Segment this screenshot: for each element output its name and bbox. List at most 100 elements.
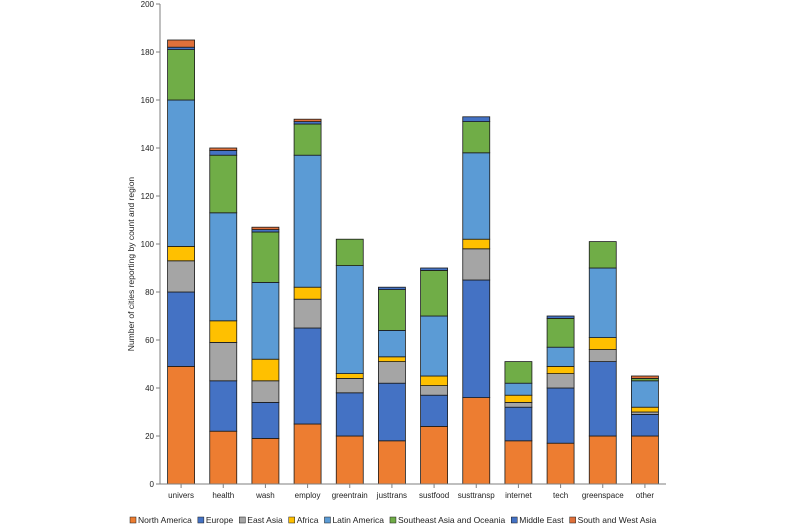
legend-item-5: Southeast Asia and Oceania xyxy=(389,515,506,525)
bar-stack-susttransp xyxy=(462,116,491,485)
bar-segment-wash-5 xyxy=(251,231,280,283)
x-tick-label-univers: univers xyxy=(168,491,194,500)
legend-label: Europe xyxy=(206,515,234,525)
bar-segment-internet-5 xyxy=(504,361,533,384)
y-tick-label: 180 xyxy=(141,48,155,57)
bar-segment-greenspace-2 xyxy=(588,349,617,363)
bar-segment-sustfood-0 xyxy=(420,425,448,485)
bar-segment-employ-7 xyxy=(293,118,322,122)
bar-segment-health-6 xyxy=(209,149,238,156)
bar-stack-wash xyxy=(251,226,280,485)
bar-segment-internet-0 xyxy=(504,440,533,485)
x-tick-label-tech: tech xyxy=(553,491,568,500)
bar-segment-health-1 xyxy=(209,380,238,432)
bar-segment-sustfood-1 xyxy=(420,394,448,427)
bar-segment-greenspace-4 xyxy=(588,267,617,338)
legend-item-7: South and West Asia xyxy=(569,515,657,525)
bar-segment-susttransp-5 xyxy=(462,121,491,154)
x-tick-label-wash: wash xyxy=(255,491,275,500)
bar-segment-health-2 xyxy=(209,341,238,382)
bar-segment-justtrans-4 xyxy=(378,329,406,358)
bar-stack-tech xyxy=(546,315,575,485)
legend-label: Southeast Asia and Oceania xyxy=(398,515,506,525)
bar-segment-sustfood-2 xyxy=(420,385,448,396)
bar-segment-greenspace-5 xyxy=(588,241,617,269)
bar-segment-internet-2 xyxy=(504,401,533,408)
y-tick-label: 20 xyxy=(145,432,154,441)
bar-segment-other-3 xyxy=(631,406,659,413)
bar-segment-wash-4 xyxy=(251,281,280,360)
bar-stack-greenspace xyxy=(588,241,617,485)
bar-segment-health-7 xyxy=(209,147,238,151)
legend-label: East Asia xyxy=(247,515,283,525)
bar-segment-univers-5 xyxy=(167,49,195,101)
bar-segment-justtrans-5 xyxy=(378,289,406,331)
bar-segment-employ-3 xyxy=(293,286,322,300)
legend-label: Africa xyxy=(297,515,319,525)
y-tick-label: 160 xyxy=(141,96,155,105)
bar-segment-univers-1 xyxy=(167,291,195,367)
bar-segment-tech-4 xyxy=(546,346,575,367)
y-tick-label: 140 xyxy=(141,144,155,153)
bar-segment-justtrans-6 xyxy=(378,286,406,291)
y-axis-title: Number of cities reporting by count and … xyxy=(126,177,136,352)
bar-segment-justtrans-1 xyxy=(378,382,406,442)
bar-segment-greentrain-1 xyxy=(335,392,364,437)
x-tick-label-internet: internet xyxy=(505,491,532,500)
bar-segment-internet-3 xyxy=(504,394,533,403)
y-tick-label: 200 xyxy=(141,0,155,9)
bar-segment-greenspace-0 xyxy=(588,435,617,485)
bar-segment-internet-1 xyxy=(504,406,533,442)
bar-stack-justtrans xyxy=(378,286,406,485)
bar-segment-other-4 xyxy=(631,380,659,408)
bar-segment-wash-3 xyxy=(251,358,280,382)
bar-segment-tech-6 xyxy=(546,315,575,319)
bar-segment-univers-4 xyxy=(167,99,195,247)
y-axis: 0 20 40 60 80 100 120 140 160 180 200 xyxy=(141,0,161,489)
bar-segment-sustfood-4 xyxy=(420,315,448,377)
bar-segment-employ-2 xyxy=(293,298,322,329)
bar-segment-univers-3 xyxy=(167,245,195,262)
bar-segment-tech-2 xyxy=(546,373,575,389)
bar-stack-sustfood xyxy=(420,267,448,485)
bar-segment-tech-5 xyxy=(546,317,575,348)
bar-segment-univers-2 xyxy=(167,260,195,293)
bar-segment-justtrans-2 xyxy=(378,361,406,384)
bar-segment-susttransp-1 xyxy=(462,279,491,398)
bar-segment-greentrain-5 xyxy=(335,238,364,266)
x-tick-label-health: health xyxy=(212,491,234,500)
bar-segment-susttransp-0 xyxy=(462,397,491,485)
bar-segment-employ-4 xyxy=(293,154,322,288)
bar-segment-tech-1 xyxy=(546,387,575,444)
y-tick-label: 0 xyxy=(150,480,155,489)
legend-swatch xyxy=(288,516,295,524)
y-tick-label: 120 xyxy=(141,192,155,201)
bar-segment-employ-1 xyxy=(293,327,322,425)
bar-segment-employ-5 xyxy=(293,123,322,156)
x-tick-label-greentrain: greentrain xyxy=(332,491,368,500)
legend-swatch xyxy=(129,516,137,524)
bar-stack-univers xyxy=(167,39,195,485)
legend-label: Middle East xyxy=(519,515,564,525)
bar-segment-greenspace-3 xyxy=(588,337,617,351)
legend-swatch xyxy=(324,516,331,524)
bar-segment-greentrain-3 xyxy=(335,373,364,379)
bar-segment-other-7 xyxy=(631,375,659,379)
bar-segment-other-1 xyxy=(631,413,659,437)
legend-item-2: East Asia xyxy=(239,515,283,525)
x-axis: univers health wash employ greentrain justtra… xyxy=(160,483,666,500)
legend-swatch xyxy=(389,516,397,524)
legend-label: North America xyxy=(138,515,192,525)
y-tick-label: 60 xyxy=(145,336,154,345)
bar-segment-health-0 xyxy=(209,430,238,485)
bar-segment-univers-0 xyxy=(167,365,195,485)
y-tick-label: 40 xyxy=(145,384,154,393)
bar-stack-health xyxy=(209,147,238,485)
legend-label: South and West Asia xyxy=(578,515,657,525)
x-tick-label-greenspace: greenspace xyxy=(582,491,624,500)
y-tick-label: 100 xyxy=(141,240,155,249)
bar-segment-wash-2 xyxy=(251,380,280,403)
legend: North America Europe East Asia Africa Latin … xyxy=(129,515,657,525)
bar-segment-justtrans-0 xyxy=(378,440,406,485)
